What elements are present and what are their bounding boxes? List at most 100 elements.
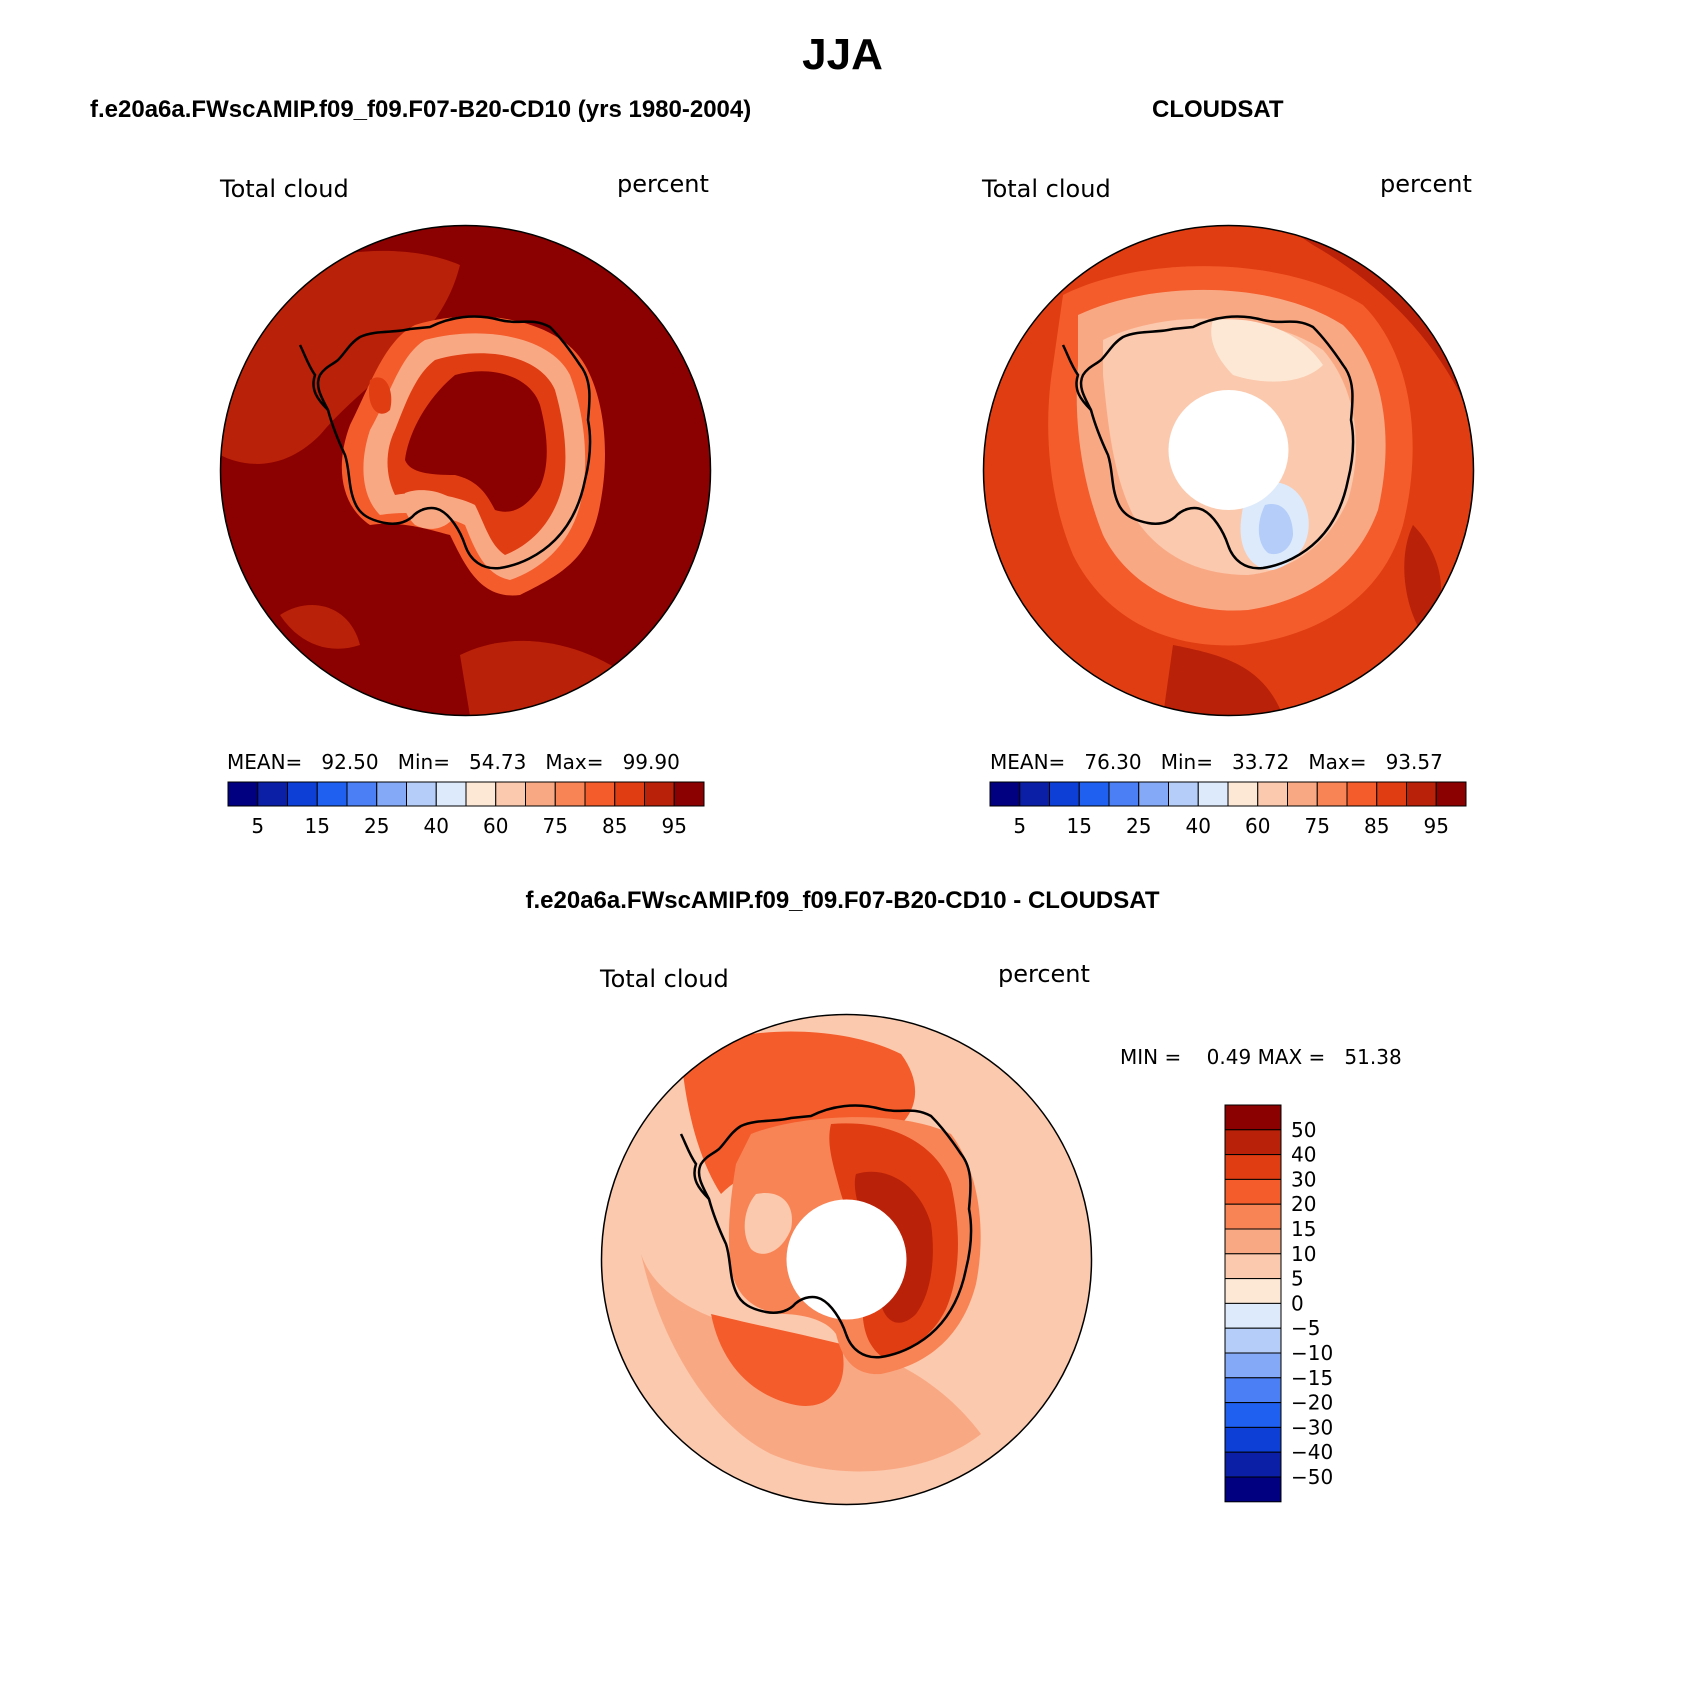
panel2-colorbar-cell-6 — [1168, 781, 1199, 807]
panel3-colorbar-cell-3 — [1224, 1178, 1282, 1205]
panel1-colorbar-cell-6 — [406, 781, 437, 807]
panel1-field-patch-weddell — [369, 377, 392, 414]
panel2-mean-label: MEAN= — [990, 750, 1066, 774]
panel2-colorbar-cell-11 — [1316, 781, 1348, 807]
panel3-max-label: MAX = — [1257, 1045, 1326, 1069]
panel3-map-border — [600, 1013, 1093, 1506]
panel2-colorbar: 5 15 25 40 60 75 85 95 — [989, 781, 1467, 838]
panel3-colorbar-cell-1 — [1224, 1129, 1282, 1156]
panel3-colorbar-cell-5 — [1224, 1228, 1282, 1255]
panel3-colorbar-tick-label: 50 — [1291, 1118, 1316, 1142]
panel3-colorbar-tick-label: 20 — [1291, 1192, 1316, 1216]
panel1-colorbar-cell-14 — [644, 781, 675, 807]
panel3-colorbar-cell-2 — [1224, 1154, 1282, 1180]
panel1-stats: MEAN= 92.50 Min= 54.73 Max= 99.90 — [227, 750, 680, 774]
panel2-colorbar-tick-label: 25 — [1126, 814, 1151, 838]
panel2-polar-map — [982, 224, 1475, 717]
panel2-colorbar-cell-13 — [1376, 781, 1407, 807]
panel3-colorbar-tick-label: 30 — [1291, 1167, 1316, 1191]
panel2-units-label: percent — [1380, 170, 1472, 198]
panel1-antarctica-coastline — [316, 315, 592, 570]
panel3-peninsula-coastline — [679, 1133, 710, 1200]
panel1-colorbar-cell-3 — [316, 781, 348, 807]
panel1-colorbar-tick-label: 15 — [305, 814, 330, 838]
panel2-colorbar-cell-1 — [1019, 781, 1050, 807]
panel1-colorbar-cell-10 — [525, 781, 556, 807]
panel3-colorbar-cell-14 — [1224, 1451, 1282, 1478]
panel3-colorbar-tick-label: −15 — [1291, 1366, 1333, 1390]
panel1-colorbar-cell-15 — [673, 781, 705, 807]
panel1-map-border — [219, 224, 712, 717]
panel3-field-patch-n — [681, 1031, 916, 1194]
panel1-ice-sheet-interior — [405, 371, 547, 512]
panel1-colorbar-tick-label: 60 — [483, 814, 508, 838]
panel3-colorbar-cell-13 — [1224, 1426, 1282, 1453]
panel3-polar-map — [600, 1013, 1093, 1506]
figure-title: JJA — [802, 30, 883, 79]
panel1-field-patch-sw — [280, 605, 360, 649]
panel2-colorbar-tick-label: 5 — [1013, 814, 1026, 838]
panel1-polar-map — [219, 224, 712, 717]
panel3-colorbar-cell-15 — [1224, 1476, 1282, 1503]
panel2-map-border — [982, 224, 1475, 717]
panel1-min-value: 54.73 — [469, 750, 527, 774]
panel3-colorbar-tick-label: 40 — [1291, 1143, 1316, 1167]
panel1-min-label: Min= — [397, 750, 450, 774]
panel2-colorbar-cell-8 — [1227, 781, 1259, 807]
panel1-ross-sea — [403, 490, 460, 529]
panel2-colorbar-tick-label: 40 — [1186, 814, 1211, 838]
panel3-variable-label: Total cloud — [600, 965, 729, 993]
panel1-colorbar-cell-5 — [376, 781, 407, 807]
panel1-colorbar-cell-11 — [554, 781, 586, 807]
panel2-colorbar-cell-0 — [989, 781, 1021, 807]
panel2-colorbar-cell-7 — [1197, 781, 1229, 807]
panel1-colorbar-cell-2 — [287, 781, 318, 807]
panel2-colorbar-tick-label: 60 — [1245, 814, 1270, 838]
panel1-max-label: Max= — [545, 750, 604, 774]
panel2-colorbar-cell-5 — [1138, 781, 1169, 807]
panel1-colorbar-cell-1 — [257, 781, 288, 807]
panel2-min-label: Min= — [1160, 750, 1213, 774]
panel2-colorbar-cell-12 — [1346, 781, 1378, 807]
panel2-min-value: 33.72 — [1232, 750, 1290, 774]
panel3-colorbar-tick-label: 0 — [1291, 1291, 1304, 1315]
panel3-colorbar-tick-label: 10 — [1291, 1242, 1316, 1266]
panel3-colorbar-cell-8 — [1224, 1302, 1282, 1329]
panel3-units-label: percent — [998, 960, 1090, 988]
panel1-colorbar-cell-12 — [584, 781, 616, 807]
panel2-antarctica-coastline — [1079, 315, 1355, 570]
panel2-colorbar-tick-label: 95 — [1424, 814, 1449, 838]
panel2-mean-value: 76.30 — [1084, 750, 1142, 774]
panel3-colorbar-tick-label: −50 — [1291, 1465, 1333, 1489]
panel3-stats: MIN = 0.49 MAX = 51.38 — [1120, 1045, 1402, 1069]
panel3-colorbar-tick-label: −10 — [1291, 1341, 1333, 1365]
panel3-colorbar-cell-11 — [1224, 1377, 1282, 1404]
panel1-max-value: 99.90 — [622, 750, 680, 774]
panel1-colorbar-cell-9 — [495, 781, 526, 807]
panel3-colorbar-cell-12 — [1224, 1402, 1282, 1428]
panel1-variable-label: Total cloud — [220, 175, 349, 203]
panel2-colorbar-cell-4 — [1108, 781, 1140, 807]
panel3-colorbar-tick-label: 15 — [1291, 1217, 1316, 1241]
panel1-colorbar-tick-label: 40 — [424, 814, 449, 838]
panel1-colorbar-cell-0 — [227, 781, 259, 807]
panel1-colorbar-cell-8 — [465, 781, 497, 807]
panel2-field-patch-interior — [1211, 319, 1323, 382]
panel3-colorbar-cell-9 — [1224, 1327, 1282, 1354]
panel1-colorbar-tick-label: 5 — [251, 814, 264, 838]
panel2-colorbar-cell-15 — [1435, 781, 1467, 807]
panel2-colorbar-cell-14 — [1406, 781, 1437, 807]
panel3-field-patch-ross — [711, 1314, 844, 1406]
panel3-min-value: 0.49 — [1206, 1045, 1252, 1069]
panel1-colorbar-cell-7 — [435, 781, 467, 807]
panel1-colorbar: 5 15 25 40 60 75 85 95 — [227, 781, 705, 838]
panel1-colorbar-tick-label: 25 — [364, 814, 389, 838]
panel3-colorbar-cell-6 — [1224, 1253, 1282, 1280]
panel3-colorbar-cell-10 — [1224, 1352, 1282, 1379]
panel2-colorbar-cell-9 — [1257, 781, 1288, 807]
panel1-mean-value: 92.50 — [321, 750, 379, 774]
panel3-colorbar-tick-label: −40 — [1291, 1440, 1333, 1464]
panel2-colorbar-cell-10 — [1287, 781, 1318, 807]
panel1-colorbar-tick-label: 85 — [602, 814, 627, 838]
panel3-colorbar-tick-label: −20 — [1291, 1391, 1333, 1415]
